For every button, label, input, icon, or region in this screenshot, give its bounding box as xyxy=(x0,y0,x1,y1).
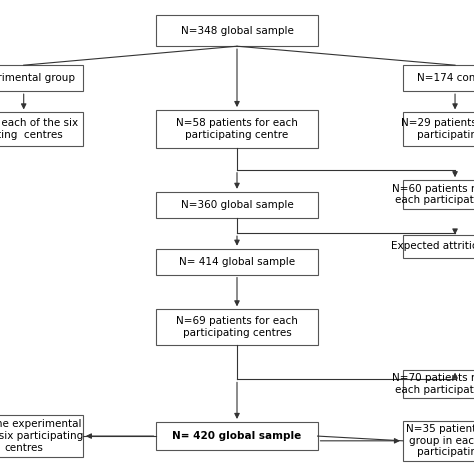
Text: N= 414 global sample: N= 414 global sample xyxy=(179,256,295,267)
Text: N=58 patients for each
participating centre: N=58 patients for each participating cen… xyxy=(176,118,298,140)
Text: N=29 patients in e...
participating...: N=29 patients in e... participating... xyxy=(401,118,474,140)
Text: nts in each of the six
pating  centres: nts in each of the six pating centres xyxy=(0,118,78,140)
Text: N=348 global sample: N=348 global sample xyxy=(181,26,293,36)
Text: N=60 patients rounde...
each participating ce...: N=60 patients rounde... each participati… xyxy=(392,183,474,205)
FancyBboxPatch shape xyxy=(156,15,318,46)
Text: N=69 patients for each
participating centres: N=69 patients for each participating cen… xyxy=(176,316,298,338)
FancyBboxPatch shape xyxy=(403,180,474,209)
FancyBboxPatch shape xyxy=(0,65,83,91)
FancyBboxPatch shape xyxy=(156,248,318,275)
FancyBboxPatch shape xyxy=(156,422,318,450)
FancyBboxPatch shape xyxy=(0,415,83,457)
FancyBboxPatch shape xyxy=(156,192,318,218)
Text: N=174 contr...: N=174 contr... xyxy=(417,73,474,83)
Text: ts in the experimental
of the six participating
centres: ts in the experimental of the six partic… xyxy=(0,419,83,453)
Text: experimental group: experimental group xyxy=(0,73,75,83)
Text: N=70 patients rounde...
each participating ce...: N=70 patients rounde... each participati… xyxy=(392,373,474,395)
FancyBboxPatch shape xyxy=(403,65,474,91)
FancyBboxPatch shape xyxy=(403,370,474,398)
FancyBboxPatch shape xyxy=(403,112,474,146)
FancyBboxPatch shape xyxy=(403,421,474,461)
FancyBboxPatch shape xyxy=(403,235,474,258)
FancyBboxPatch shape xyxy=(0,112,83,146)
FancyBboxPatch shape xyxy=(156,310,318,345)
Text: Expected attrition rate...: Expected attrition rate... xyxy=(391,241,474,252)
Text: N=360 global sample: N=360 global sample xyxy=(181,200,293,210)
Text: N= 420 global sample: N= 420 global sample xyxy=(173,431,301,441)
Text: N=35 patients in...
group in each o...
participating...: N=35 patients in... group in each o... p… xyxy=(406,424,474,457)
FancyBboxPatch shape xyxy=(156,110,318,148)
